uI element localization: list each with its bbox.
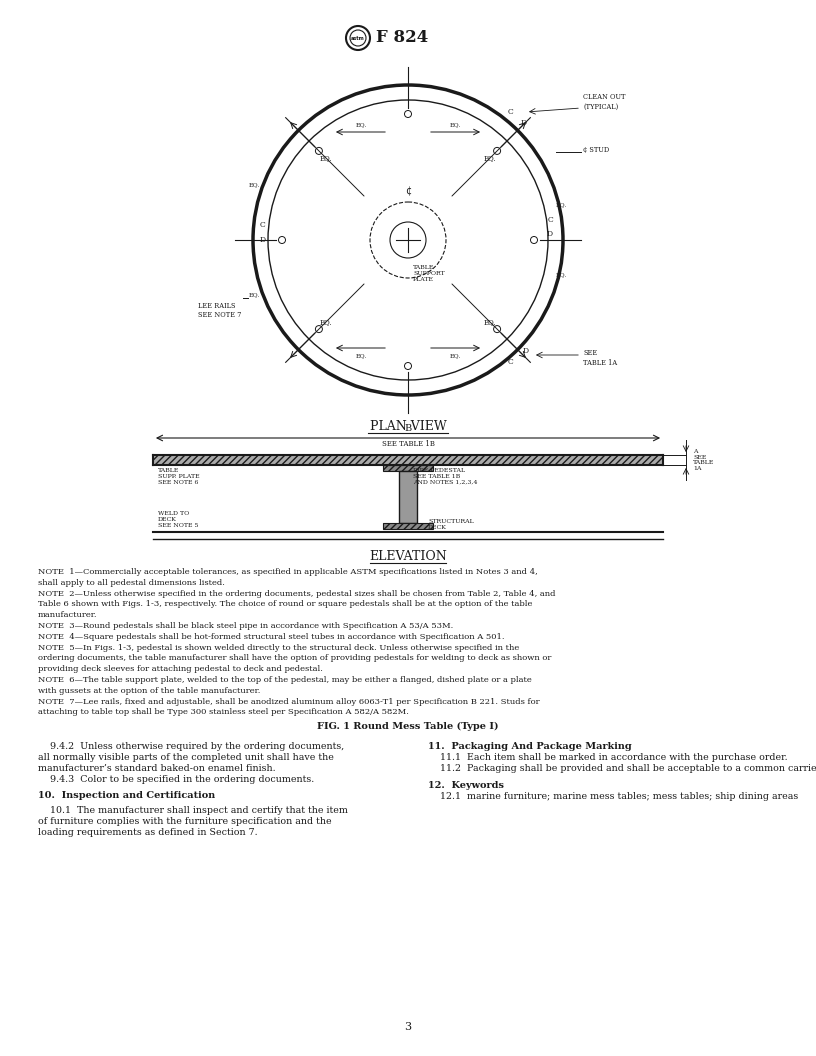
Text: ordering documents, the table manufacturer shall have the option of providing pe: ordering documents, the table manufactur… [38, 655, 552, 662]
Text: EQ.: EQ. [320, 318, 332, 326]
Text: 12.  Keywords: 12. Keywords [428, 780, 504, 790]
Text: NOTE  6—The table support plate, welded to the top of the pedestal, may be eithe: NOTE 6—The table support plate, welded t… [38, 676, 532, 684]
Text: C: C [508, 108, 514, 116]
Text: CLEAN OUT
(TYPICAL): CLEAN OUT (TYPICAL) [583, 93, 626, 111]
Text: 11.1  Each item shall be marked in accordance with the purchase order.: 11.1 Each item shall be marked in accord… [428, 753, 787, 762]
Text: ¢ STUD: ¢ STUD [583, 146, 610, 154]
Text: STRUCTURAL
DECK: STRUCTURAL DECK [428, 518, 474, 530]
Text: 10.1  The manufacturer shall inspect and certify that the item: 10.1 The manufacturer shall inspect and … [38, 806, 348, 815]
Text: with gussets at the option of the table manufacturer.: with gussets at the option of the table … [38, 686, 260, 695]
Text: NOTE  4—Square pedestals shall be hot-formed structural steel tubes in accordanc: NOTE 4—Square pedestals shall be hot-for… [38, 633, 504, 641]
Text: PIPE PEDESTAL
SEE TABLE 1B
AND NOTES 1,2,3,4: PIPE PEDESTAL SEE TABLE 1B AND NOTES 1,2… [413, 468, 477, 485]
Text: F 824: F 824 [376, 30, 428, 46]
Text: NOTE  2—Unless otherwise specified in the ordering documents, pedestal sizes sha: NOTE 2—Unless otherwise specified in the… [38, 589, 556, 598]
Text: shall apply to all pedestal dimensions listed.: shall apply to all pedestal dimensions l… [38, 579, 225, 587]
Text: loading requirements as defined in Section 7.: loading requirements as defined in Secti… [38, 828, 258, 837]
Text: FIG. 1 Round Mess Table (Type I): FIG. 1 Round Mess Table (Type I) [317, 722, 499, 732]
Text: 9.4.2  Unless otherwise required by the ordering documents,: 9.4.2 Unless otherwise required by the o… [38, 742, 344, 751]
Text: SEE TABLE 1B: SEE TABLE 1B [382, 440, 434, 448]
Text: C: C [508, 358, 514, 366]
Text: ELEVATION: ELEVATION [369, 550, 447, 563]
Text: D: D [521, 119, 527, 127]
Text: providing deck sleeves for attaching pedestal to deck and pedestal.: providing deck sleeves for attaching ped… [38, 665, 323, 673]
Text: NOTE  5—In Figs. 1-3, pedestal is shown welded directly to the structural deck. : NOTE 5—In Figs. 1-3, pedestal is shown w… [38, 643, 519, 652]
Text: LEE RAILS
SEE NOTE 7: LEE RAILS SEE NOTE 7 [198, 302, 242, 319]
Text: EQ.: EQ. [355, 353, 366, 358]
Text: 12.1  marine furniture; marine mess tables; mess tables; ship dining areas: 12.1 marine furniture; marine mess table… [428, 792, 798, 800]
Text: TABLE
SUPP. PLATE
SEE NOTE 6: TABLE SUPP. PLATE SEE NOTE 6 [158, 468, 200, 485]
Text: manufacturer’s standard baked-on enamel finish.: manufacturer’s standard baked-on enamel … [38, 765, 276, 773]
Text: C: C [547, 216, 553, 224]
Text: 10.  Inspection and Certification: 10. Inspection and Certification [38, 791, 215, 799]
Text: B: B [405, 425, 411, 433]
Text: ¢: ¢ [405, 186, 411, 196]
Text: C: C [260, 221, 266, 229]
Text: EQ.: EQ. [249, 183, 260, 188]
Bar [383, 523, 433, 529]
Text: all normally visible parts of the completed unit shall have the: all normally visible parts of the comple… [38, 753, 334, 762]
Bar [383, 465, 433, 471]
Bar [153, 455, 663, 465]
Text: astm: astm [351, 36, 365, 40]
Text: TABLE
SUPPORT
PLATE: TABLE SUPPORT PLATE [413, 265, 445, 282]
Text: WELD TO
DECK
SEE NOTE 5: WELD TO DECK SEE NOTE 5 [158, 511, 198, 528]
Text: manufacturer.: manufacturer. [38, 611, 97, 619]
Text: 9.4.3  Color to be specified in the ordering documents.: 9.4.3 Color to be specified in the order… [38, 775, 314, 785]
Text: D: D [260, 235, 266, 244]
Text: 11.2  Packaging shall be provided and shall be acceptable to a common carrier.: 11.2 Packaging shall be provided and sha… [428, 765, 816, 773]
Text: attaching to table top shall be Type 300 stainless steel per Specification A 582: attaching to table top shall be Type 300… [38, 709, 409, 716]
Text: NOTE  7—Lee rails, fixed and adjustable, shall be anodized aluminum alloy 6063-T: NOTE 7—Lee rails, fixed and adjustable, … [38, 698, 539, 705]
Text: Table 6 shown with Figs. 1-3, respectively. The choice of round or square pedest: Table 6 shown with Figs. 1-3, respective… [38, 601, 532, 608]
Text: EQ.: EQ. [450, 353, 461, 358]
Text: D: D [547, 230, 553, 238]
Text: EQ.: EQ. [484, 154, 496, 162]
Text: EQ.: EQ. [484, 318, 496, 326]
Text: EQ.: EQ. [249, 293, 260, 298]
Text: D: D [523, 347, 529, 355]
Text: EQ.: EQ. [355, 122, 366, 127]
Text: EQ.: EQ. [556, 203, 567, 207]
Text: SEE
TABLE 1A: SEE TABLE 1A [583, 350, 617, 366]
Text: PLAN VIEW: PLAN VIEW [370, 420, 446, 433]
Text: A
SEE
TABLE
1A: A SEE TABLE 1A [693, 449, 714, 471]
Text: of furniture complies with the furniture specification and the: of furniture complies with the furniture… [38, 817, 331, 826]
Bar [399, 471, 417, 523]
Text: NOTE  1—Commercially acceptable tolerances, as specified in applicable ASTM spec: NOTE 1—Commercially acceptable tolerance… [38, 568, 538, 576]
Text: EQ.: EQ. [556, 272, 567, 278]
Text: EQ.: EQ. [450, 122, 461, 127]
Text: EQ.: EQ. [320, 154, 332, 162]
Text: NOTE  3—Round pedestals shall be black steel pipe in accordance with Specificati: NOTE 3—Round pedestals shall be black st… [38, 622, 453, 630]
Text: 3: 3 [405, 1022, 411, 1032]
Text: 11.  Packaging And Package Marking: 11. Packaging And Package Marking [428, 742, 632, 751]
